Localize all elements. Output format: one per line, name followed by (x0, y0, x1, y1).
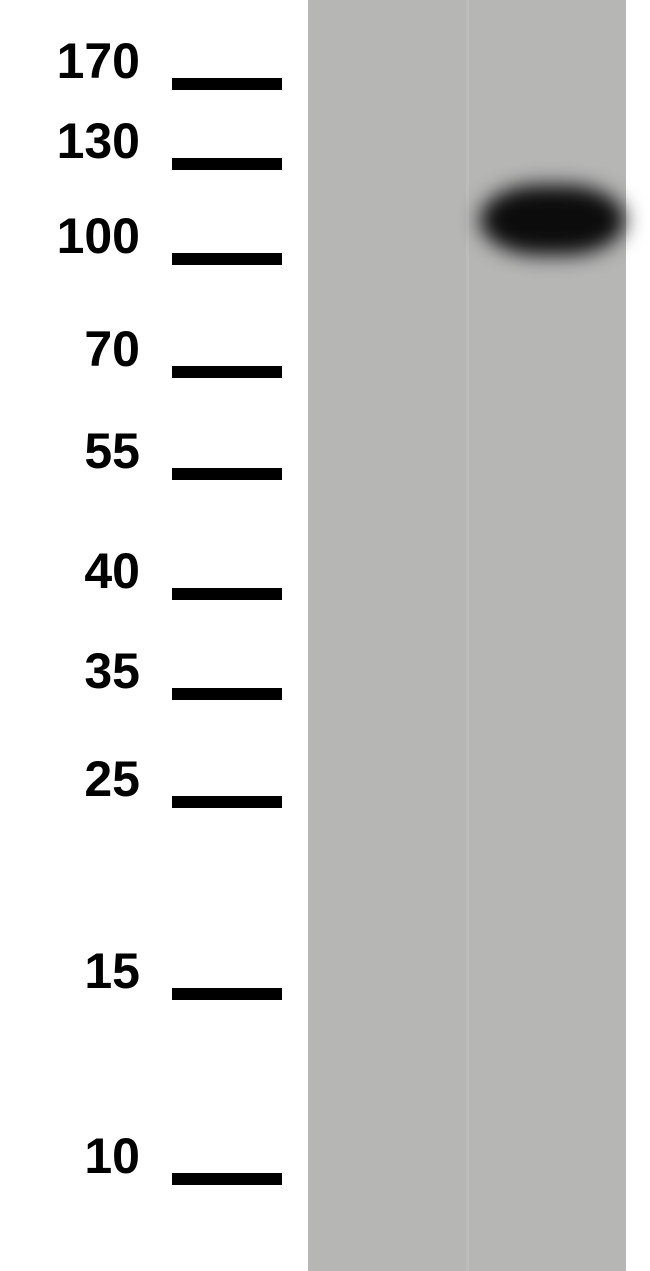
ladder-label: 170 (57, 32, 140, 90)
ladder-tick (172, 468, 282, 480)
ladder-label: 130 (57, 112, 140, 170)
ladder-label: 55 (84, 422, 140, 480)
ladder-tick (172, 1173, 282, 1185)
blot-membrane (308, 0, 626, 1271)
western-blot-figure: 170 130 100 70 55 40 35 25 15 10 (0, 0, 650, 1271)
ladder-label: 25 (84, 750, 140, 808)
ladder-label: 70 (84, 320, 140, 378)
ladder-label: 15 (84, 942, 140, 1000)
lane-divider (466, 0, 469, 1271)
ladder-tick (172, 78, 282, 90)
ladder-tick (172, 588, 282, 600)
ladder-tick (172, 796, 282, 808)
protein-band (480, 185, 625, 255)
ladder-label: 40 (84, 542, 140, 600)
ladder-tick (172, 158, 282, 170)
ladder-tick (172, 688, 282, 700)
molecular-weight-ladder: 170 130 100 70 55 40 35 25 15 10 (0, 0, 300, 1271)
ladder-tick (172, 253, 282, 265)
ladder-label: 100 (57, 207, 140, 265)
ladder-label: 10 (84, 1127, 140, 1185)
ladder-tick (172, 366, 282, 378)
ladder-label: 35 (84, 642, 140, 700)
ladder-tick (172, 988, 282, 1000)
